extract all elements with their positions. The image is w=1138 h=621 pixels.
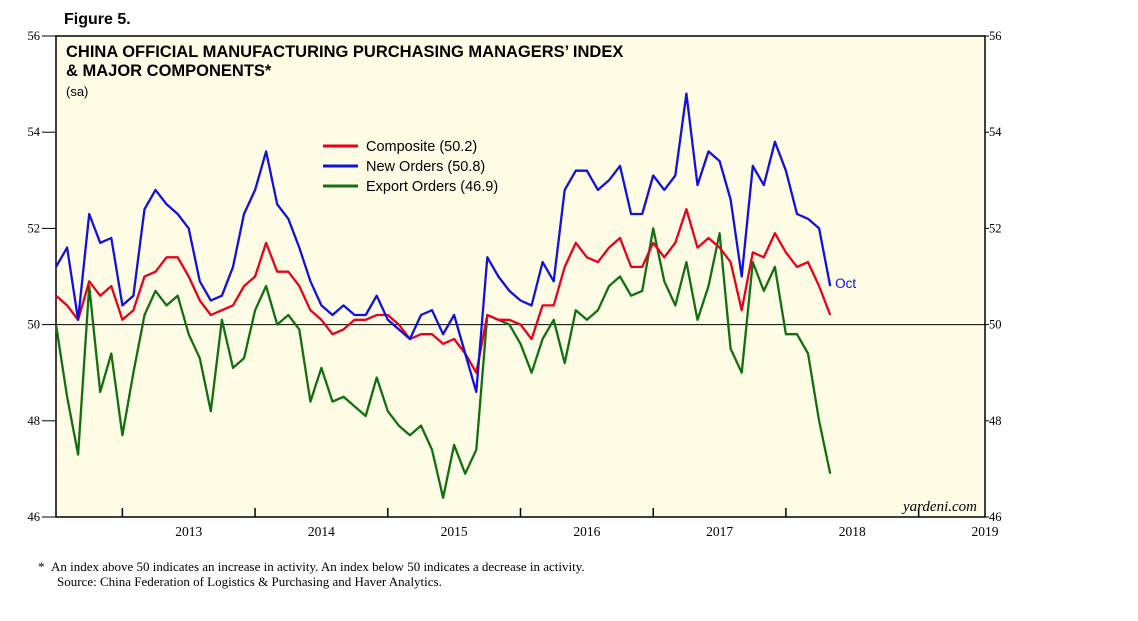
chart-subtitle: (sa) xyxy=(66,84,88,99)
x-tick-label: 2014 xyxy=(308,524,335,539)
last-point-label: Oct xyxy=(835,276,856,291)
footnote: * An index above 50 indicates an increas… xyxy=(38,559,585,575)
y-tick-label-left: 54 xyxy=(28,125,41,139)
chart-title-line2: & MAJOR COMPONENTS* xyxy=(66,62,272,80)
x-tick-label: 2017 xyxy=(706,524,733,539)
figure-label: Figure 5. xyxy=(64,11,131,28)
footnote-marker: * xyxy=(38,559,45,574)
axis-ticks: 46 46 48 48 50 50 52 52 54 54 56 56 2013 2014 2015 2016… xyxy=(28,29,1003,539)
x-tick-label: 2018 xyxy=(839,524,866,539)
series-line-new-orders xyxy=(55,92,832,394)
y-tick-label-right: 48 xyxy=(989,414,1002,428)
y-tick-label-left: 52 xyxy=(28,221,41,235)
legend-label-new-orders: New Orders (50.8) xyxy=(366,159,485,175)
footnote-text: An index above 50 indicates an increase … xyxy=(51,559,585,574)
y-tick-label-left: 48 xyxy=(28,414,41,428)
watermark: yardeni.com xyxy=(901,499,977,515)
x-tick-label: 2013 xyxy=(175,524,202,539)
y-tick-label-left: 50 xyxy=(28,318,41,332)
y-tick-label-right: 46 xyxy=(989,510,1002,524)
legend: Composite (50.2) New Orders (50.8) Expor… xyxy=(323,139,498,195)
x-tick-label: 2016 xyxy=(573,524,600,539)
y-tick-label-right: 56 xyxy=(989,29,1002,43)
source-note: Source: China Federation of Logistics & … xyxy=(57,574,442,589)
plot-area xyxy=(55,35,986,518)
series-line-composite xyxy=(55,208,832,374)
series-line-export-orders xyxy=(54,227,832,499)
chart-title-line1: CHINA OFFICIAL MANUFACTURING PURCHASING … xyxy=(66,43,623,61)
legend-label-export-orders: Export Orders (46.9) xyxy=(366,179,498,195)
y-tick-label-left: 46 xyxy=(28,510,41,524)
y-tick-label-left: 56 xyxy=(28,29,41,43)
x-tick-label: 2019 xyxy=(972,524,999,539)
series-lines xyxy=(54,92,832,499)
x-tick-label: 2015 xyxy=(441,524,468,539)
y-tick-label-right: 52 xyxy=(989,221,1002,235)
legend-label-composite: Composite (50.2) xyxy=(366,139,477,155)
y-tick-label-right: 54 xyxy=(989,125,1002,139)
y-tick-label-right: 50 xyxy=(989,318,1002,332)
